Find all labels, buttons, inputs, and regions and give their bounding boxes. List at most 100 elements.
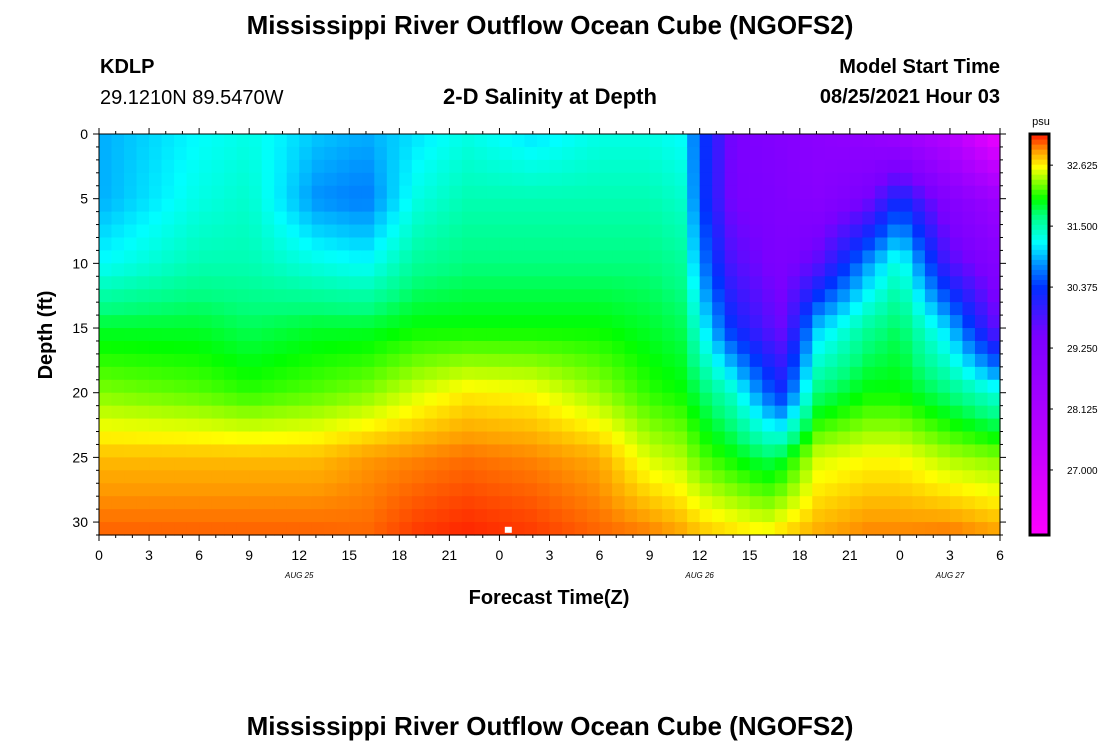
heatmap-cell	[136, 146, 150, 161]
heatmap-cell	[436, 159, 450, 174]
heatmap-cell	[311, 134, 325, 148]
heatmap-cell	[974, 353, 989, 368]
heatmap-cell	[712, 340, 726, 355]
heatmap-cell	[837, 392, 851, 407]
heatmap-cell	[249, 379, 263, 394]
heatmap-cell	[599, 315, 613, 329]
heatmap-cell	[887, 276, 901, 290]
heatmap-cell	[261, 392, 275, 407]
heatmap-cell	[724, 405, 738, 420]
colorbar-segment	[1030, 264, 1049, 270]
heatmap-cell	[924, 250, 939, 264]
heatmap-cell	[261, 470, 275, 484]
heatmap-cell	[862, 483, 876, 497]
heatmap-cell	[737, 159, 751, 174]
heatmap-cell	[899, 211, 913, 226]
heatmap-cell	[111, 198, 125, 213]
heatmap-cell	[299, 509, 313, 523]
heatmap-cell	[924, 276, 939, 290]
heatmap-cell	[411, 483, 425, 497]
heatmap-cell	[837, 315, 851, 329]
heatmap-cell	[186, 470, 200, 484]
heatmap-cell	[699, 509, 713, 523]
heatmap-cell	[774, 483, 788, 497]
colorbar-segment	[1030, 284, 1049, 290]
heatmap-cell	[687, 379, 701, 394]
heatmap-cell	[111, 263, 125, 277]
heatmap-cell	[749, 444, 763, 458]
heatmap-cell	[386, 379, 400, 394]
heatmap-cell	[374, 185, 388, 200]
heatmap-cell	[837, 366, 851, 381]
heatmap-cell	[962, 211, 976, 226]
heatmap-cell	[812, 392, 826, 407]
heatmap-cell	[111, 496, 125, 510]
heatmap-cell	[949, 315, 964, 329]
heatmap-cell	[136, 431, 150, 446]
heatmap-cell	[374, 392, 388, 407]
heatmap-cell	[486, 237, 501, 252]
heatmap-cell	[299, 315, 313, 329]
heatmap-cell	[149, 522, 163, 536]
heatmap-cell	[324, 522, 338, 536]
heatmap-cell	[461, 263, 476, 277]
heatmap-cell	[461, 353, 476, 368]
heatmap-cell	[499, 328, 513, 342]
heatmap-cell	[99, 315, 113, 329]
heatmap-cell	[724, 224, 738, 239]
heatmap-cell	[261, 366, 275, 381]
heatmap-cell	[862, 328, 876, 342]
heatmap-cell	[799, 470, 813, 484]
heatmap-cell	[574, 405, 588, 420]
heatmap-cell	[161, 379, 175, 394]
heatmap-cell	[674, 522, 688, 536]
heatmap-cell	[787, 366, 801, 381]
heatmap-cell	[949, 172, 964, 187]
heatmap-cell	[411, 276, 425, 290]
heatmap-cell	[724, 134, 738, 148]
heatmap-cell	[862, 302, 876, 316]
heatmap-cell	[511, 340, 526, 355]
heatmap-cell	[912, 379, 926, 394]
heatmap-cell	[336, 302, 350, 316]
heatmap-cell	[449, 328, 463, 342]
heatmap-cell	[799, 522, 813, 536]
heatmap-cell	[424, 379, 438, 394]
heatmap-cell	[549, 263, 563, 277]
heatmap-cell	[874, 431, 888, 446]
heatmap-cell	[762, 302, 776, 316]
heatmap-cell	[599, 418, 613, 433]
heatmap-cell	[787, 431, 801, 446]
heatmap-cell	[186, 457, 200, 471]
heatmap-cell	[136, 444, 150, 458]
heatmap-cell	[812, 224, 826, 239]
heatmap-cell	[624, 379, 638, 394]
heatmap-cell	[724, 276, 738, 290]
heatmap-cell	[812, 263, 826, 277]
heatmap-cell	[486, 302, 501, 316]
heatmap-cell	[324, 405, 338, 420]
heatmap-cell	[899, 366, 913, 381]
heatmap-cell	[687, 185, 701, 200]
heatmap-cell	[749, 418, 763, 433]
heatmap-cell	[449, 509, 463, 523]
heatmap-cell	[787, 405, 801, 420]
heatmap-cell	[924, 237, 939, 252]
heatmap-cell	[261, 522, 275, 536]
heatmap-cell	[812, 276, 826, 290]
heatmap-cell	[962, 159, 976, 174]
heatmap-cell	[524, 172, 538, 187]
heatmap-cell	[749, 276, 763, 290]
heatmap-cell	[624, 159, 638, 174]
colorbar-segment	[1030, 369, 1049, 376]
heatmap-cell	[161, 315, 175, 329]
heatmap-cell	[549, 392, 563, 407]
colorbar-segment	[1030, 224, 1049, 230]
heatmap-cell	[236, 198, 250, 213]
heatmap-cell	[99, 328, 113, 342]
heatmap-cell	[361, 146, 375, 161]
heatmap-cell	[649, 405, 663, 420]
heatmap-cell	[524, 276, 538, 290]
y-axis-title: Depth (ft)	[35, 291, 57, 380]
heatmap-cell	[199, 496, 213, 510]
